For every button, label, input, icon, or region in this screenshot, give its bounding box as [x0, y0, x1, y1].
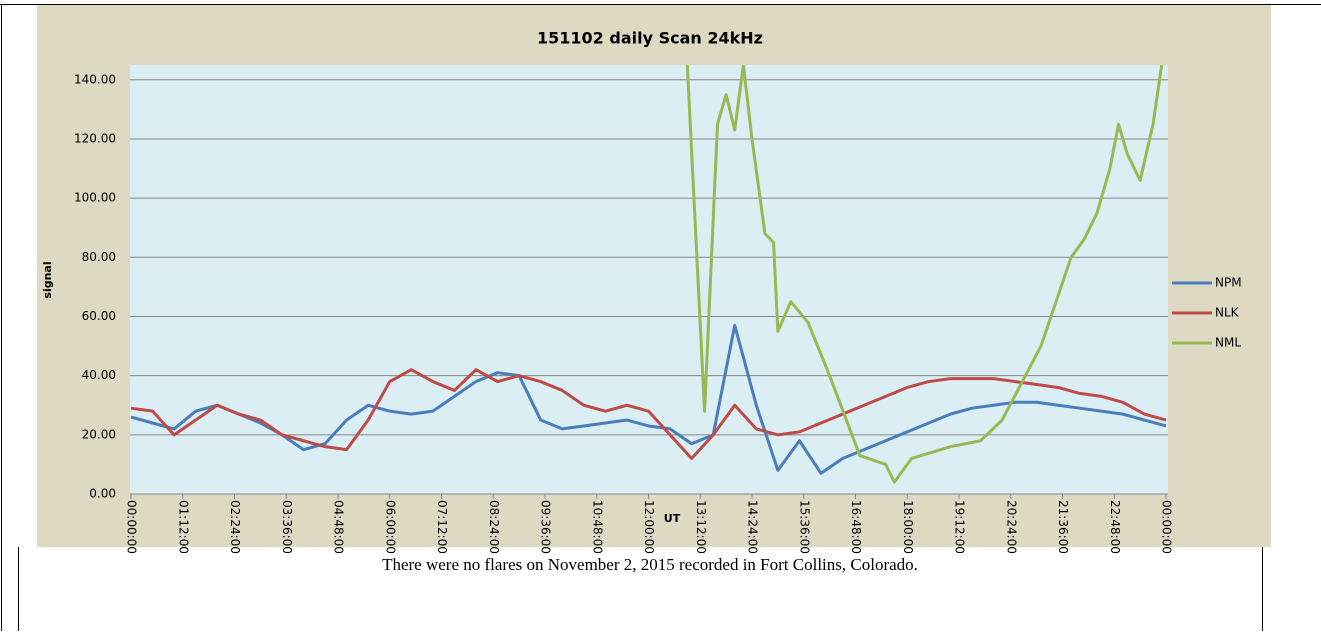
x-tick-label: 00:00:00: [1160, 500, 1174, 554]
x-tick-label: 19:12:00: [953, 500, 967, 554]
y-tick-label: 120.00: [74, 131, 116, 145]
x-tick-label: 22:48:00: [1108, 500, 1122, 554]
x-tick-label: 02:24:00: [228, 500, 242, 554]
x-tick-label: 07:12:00: [435, 500, 449, 554]
x-tick-label: 20:24:00: [1004, 500, 1018, 554]
x-tick-label: 03:36:00: [280, 500, 294, 554]
series-line: [685, 65, 1164, 484]
x-tick-label: 09:36:00: [539, 500, 553, 554]
series-line: [130, 323, 1167, 475]
x-tick-label: 21:36:00: [1056, 500, 1070, 554]
y-tick-label: 20.00: [82, 427, 116, 441]
legend-label: NML: [1215, 336, 1241, 350]
x-tick-label: 06:00:00: [383, 500, 397, 554]
legend-label: NLK: [1215, 306, 1240, 320]
x-tick-label: 01:12:00: [176, 500, 190, 554]
x-tick-label: 04:48:00: [332, 500, 346, 554]
y-axis-label: signal: [41, 261, 54, 298]
x-tick-label: 10:48:00: [590, 500, 604, 554]
x-axis-label: UT: [664, 512, 681, 525]
x-tick-label: 08:24:00: [487, 500, 501, 554]
legend-label: NPM: [1215, 276, 1242, 290]
grid: [130, 79, 1168, 495]
x-tick-label: 16:48:00: [849, 500, 863, 554]
y-tick-label: 80.00: [82, 250, 116, 264]
series-lines: [130, 65, 1167, 484]
x-tick-label: 18:00:00: [901, 500, 915, 554]
chart-title: 151102 daily Scan 24kHz: [537, 29, 763, 48]
y-tick-label: 40.00: [82, 368, 116, 382]
x-tick-label: 12:00:00: [642, 500, 656, 554]
y-tick-label: 0.00: [89, 487, 116, 501]
y-tick-label: 100.00: [74, 191, 116, 205]
y-tick-label: 140.00: [74, 72, 116, 86]
y-tick-label: 60.00: [82, 309, 116, 323]
plot-area: [130, 65, 1168, 494]
x-tick-label: 13:12:00: [694, 500, 708, 554]
series-line: [130, 368, 1167, 460]
x-tick-label: 15:36:00: [797, 500, 811, 554]
x-tick-label: 14:24:00: [746, 500, 760, 554]
x-tick-label: 00:00:00: [125, 500, 139, 554]
caption: There were no flares on November 2, 2015…: [382, 555, 918, 574]
